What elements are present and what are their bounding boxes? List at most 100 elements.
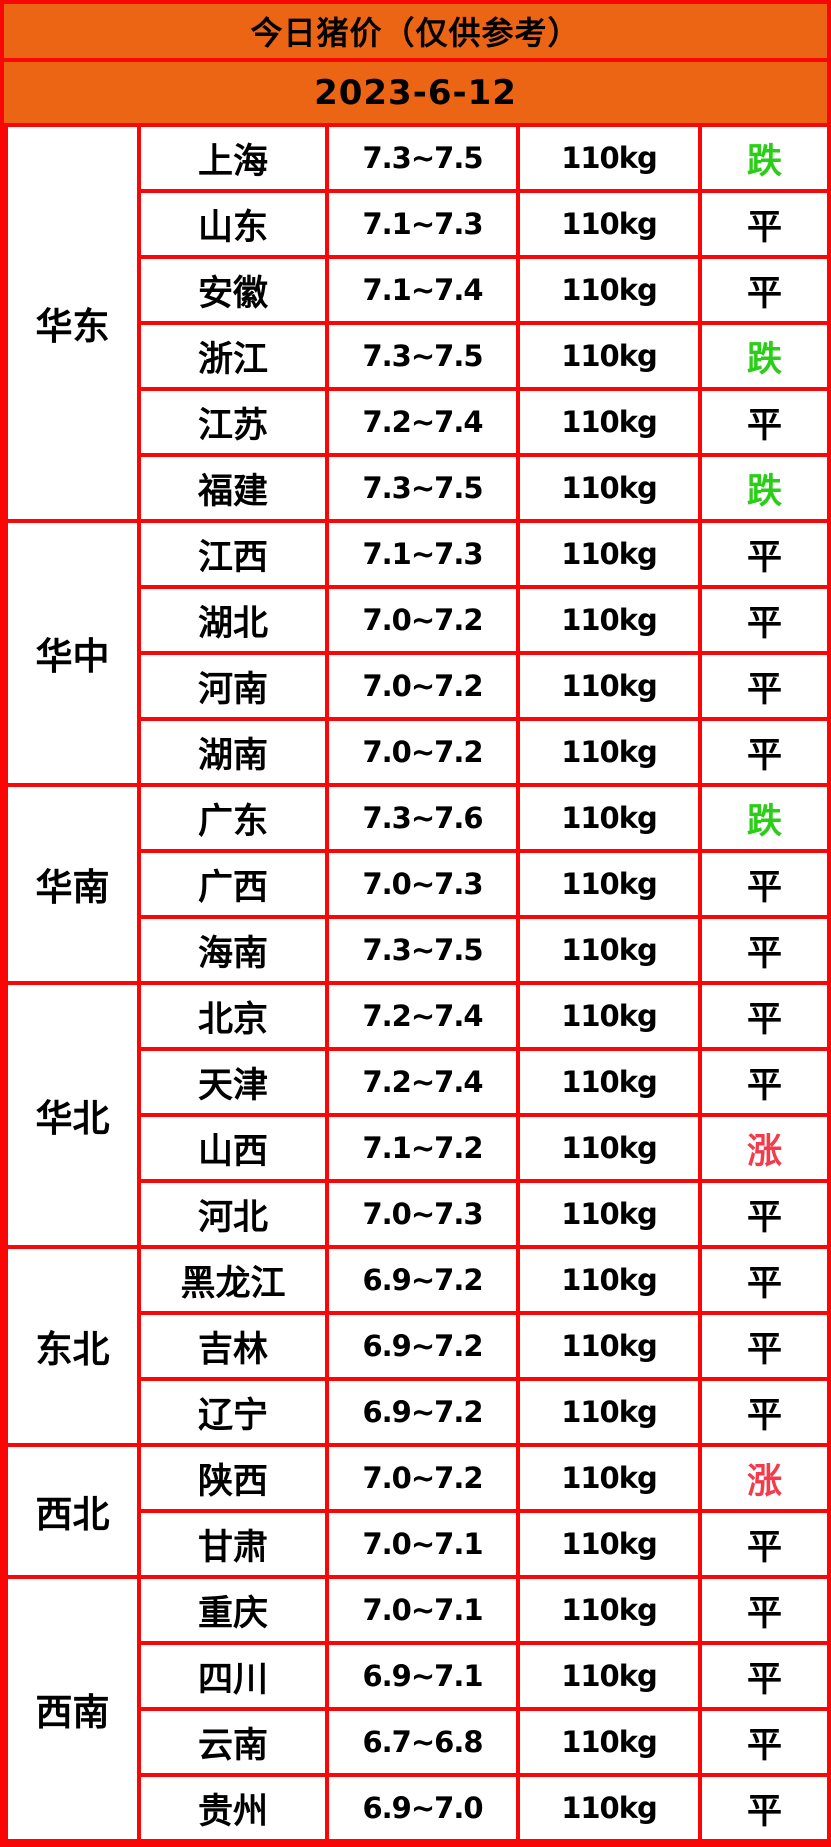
date-label: 2023-6-12 bbox=[4, 62, 827, 123]
trend-cell: 平 bbox=[698, 981, 827, 1051]
weight-cell: 110kg bbox=[516, 1179, 702, 1249]
table-row: 华东 上海 7.3~7.5 110kg 跌 bbox=[4, 123, 827, 523]
province-cell: 湖北 bbox=[137, 585, 329, 655]
province-cell: 河北 bbox=[137, 1179, 329, 1249]
price-cell: 6.9~7.1 bbox=[325, 1641, 520, 1711]
price-table-body: 华东 上海 7.3~7.5 110kg 跌山东 7.1~7.3 110kg 平安徽 7.1~7.… bbox=[4, 123, 827, 1843]
trend-cell: 平 bbox=[698, 585, 827, 655]
trend-cell: 涨 bbox=[698, 1443, 827, 1513]
price-cell: 7.2~7.4 bbox=[325, 981, 520, 1051]
province-cell: 北京 bbox=[137, 981, 329, 1051]
price-cell: 7.1~7.3 bbox=[325, 519, 520, 589]
province-cell: 辽宁 bbox=[137, 1377, 329, 1447]
trend-cell: 平 bbox=[698, 849, 827, 919]
region-cell: 西南 bbox=[4, 1575, 141, 1843]
table-row: 天津 7.2~7.4 110kg 平 bbox=[6, 1047, 827, 1117]
weight-cell: 110kg bbox=[516, 123, 702, 193]
weight-cell: 110kg bbox=[516, 1047, 702, 1117]
province-cell: 广西 bbox=[137, 849, 329, 919]
price-cell: 7.1~7.4 bbox=[325, 255, 520, 325]
table-row: 贵州 6.9~7.0 110kg 平 bbox=[6, 1773, 827, 1843]
price-cell: 7.0~7.2 bbox=[325, 1443, 520, 1513]
price-cell: 7.0~7.1 bbox=[325, 1575, 520, 1645]
page-title: 今日猪价（仅供参考） bbox=[4, 4, 827, 62]
table-row: 江苏 7.2~7.4 110kg 平 bbox=[6, 387, 827, 457]
trend-cell: 平 bbox=[698, 387, 827, 457]
weight-cell: 110kg bbox=[516, 585, 702, 655]
region-cell: 西北 bbox=[4, 1443, 141, 1579]
weight-cell: 110kg bbox=[516, 1707, 702, 1777]
province-cell: 河南 bbox=[137, 651, 329, 721]
weight-cell: 110kg bbox=[516, 1113, 702, 1183]
trend-cell: 涨 bbox=[698, 1113, 827, 1183]
trend-cell: 平 bbox=[698, 1509, 827, 1579]
table-row: 湖南 7.0~7.2 110kg 平 bbox=[6, 717, 827, 787]
price-cell: 7.0~7.3 bbox=[325, 849, 520, 919]
region-cell: 东北 bbox=[4, 1245, 141, 1447]
trend-cell: 平 bbox=[698, 1179, 827, 1249]
weight-cell: 110kg bbox=[516, 1245, 702, 1315]
price-cell: 7.0~7.1 bbox=[325, 1509, 520, 1579]
price-cell: 7.0~7.2 bbox=[325, 717, 520, 787]
region-cell: 华南 bbox=[4, 783, 141, 985]
weight-cell: 110kg bbox=[516, 519, 702, 589]
table-row: 浙江 7.3~7.5 110kg 跌 bbox=[6, 321, 827, 391]
price-cell: 7.3~7.5 bbox=[325, 453, 520, 523]
trend-cell: 平 bbox=[698, 1575, 827, 1645]
price-cell: 7.3~7.5 bbox=[325, 123, 520, 193]
province-cell: 甘肃 bbox=[137, 1509, 329, 1579]
table-row: 山东 7.1~7.3 110kg 平 bbox=[6, 189, 827, 259]
price-cell: 6.9~7.0 bbox=[325, 1773, 520, 1843]
table-row: 华南 广东 7.3~7.6 110kg 跌 bbox=[4, 783, 827, 985]
province-cell: 广东 bbox=[137, 783, 329, 853]
weight-cell: 110kg bbox=[516, 981, 702, 1051]
price-cell: 6.9~7.2 bbox=[325, 1311, 520, 1381]
table-row: 东北 黑龙江 6.9~7.2 110kg 平 bbox=[4, 1245, 827, 1447]
trend-cell: 平 bbox=[698, 1773, 827, 1843]
province-cell: 贵州 bbox=[137, 1773, 329, 1843]
table-row: 海南 7.3~7.5 110kg 平 bbox=[6, 915, 827, 985]
trend-cell: 平 bbox=[698, 1311, 827, 1381]
table-row: 西北 陕西 7.0~7.2 110kg 涨 bbox=[4, 1443, 827, 1579]
table-row: 山西 7.1~7.2 110kg 涨 bbox=[6, 1113, 827, 1183]
province-cell: 吉林 bbox=[137, 1311, 329, 1381]
trend-cell: 跌 bbox=[698, 321, 827, 391]
trend-cell: 跌 bbox=[698, 123, 827, 193]
price-cell: 6.9~7.2 bbox=[325, 1377, 520, 1447]
weight-cell: 110kg bbox=[516, 255, 702, 325]
table-row: 河北 7.0~7.3 110kg 平 bbox=[6, 1179, 827, 1249]
province-cell: 天津 bbox=[137, 1047, 329, 1117]
table-row: 辽宁 6.9~7.2 110kg 平 bbox=[6, 1377, 827, 1447]
trend-cell: 平 bbox=[698, 1047, 827, 1117]
weight-cell: 110kg bbox=[516, 1641, 702, 1711]
price-cell: 7.1~7.3 bbox=[325, 189, 520, 259]
price-table: 华东 上海 7.3~7.5 110kg 跌山东 7.1~7.3 110kg 平安徽 7.1~7.… bbox=[4, 123, 827, 1843]
table-row: 广西 7.0~7.3 110kg 平 bbox=[6, 849, 827, 919]
trend-cell: 平 bbox=[698, 519, 827, 589]
province-cell: 海南 bbox=[137, 915, 329, 985]
weight-cell: 110kg bbox=[516, 1377, 702, 1447]
province-cell: 黑龙江 bbox=[137, 1245, 329, 1315]
table-row: 吉林 6.9~7.2 110kg 平 bbox=[6, 1311, 827, 1381]
province-cell: 江苏 bbox=[137, 387, 329, 457]
weight-cell: 110kg bbox=[516, 189, 702, 259]
trend-cell: 平 bbox=[698, 1377, 827, 1447]
trend-cell: 平 bbox=[698, 255, 827, 325]
weight-cell: 110kg bbox=[516, 915, 702, 985]
weight-cell: 110kg bbox=[516, 783, 702, 853]
weight-cell: 110kg bbox=[516, 1773, 702, 1843]
trend-cell: 跌 bbox=[698, 453, 827, 523]
province-cell: 陕西 bbox=[137, 1443, 329, 1513]
trend-cell: 跌 bbox=[698, 783, 827, 853]
table-row: 华北 北京 7.2~7.4 110kg 平 bbox=[4, 981, 827, 1249]
trend-cell: 平 bbox=[698, 1707, 827, 1777]
weight-cell: 110kg bbox=[516, 1575, 702, 1645]
table-row: 甘肃 7.0~7.1 110kg 平 bbox=[6, 1509, 827, 1579]
price-cell: 6.9~7.2 bbox=[325, 1245, 520, 1315]
table-row: 安徽 7.1~7.4 110kg 平 bbox=[6, 255, 827, 325]
province-cell: 山东 bbox=[137, 189, 329, 259]
weight-cell: 110kg bbox=[516, 453, 702, 523]
price-cell: 7.3~7.5 bbox=[325, 321, 520, 391]
price-cell: 7.1~7.2 bbox=[325, 1113, 520, 1183]
